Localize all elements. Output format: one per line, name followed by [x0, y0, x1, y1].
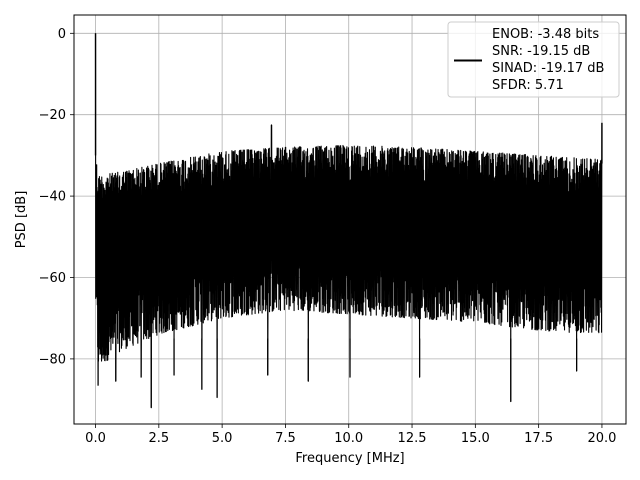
- axis-ticks: 0.0 2.5 5.0 7.5 10.0 12.5 15.0 17.5 20.0 0 −20 −40 −…: [39, 27, 617, 446]
- y-tick-label: −40: [39, 190, 66, 205]
- plot-frame: [73, 14, 627, 425]
- legend: ENOB: -3.48 bits SNR: -19.15 dB SINAD: -19…: [447, 21, 620, 98]
- x-tick-label: 5.0: [212, 431, 233, 446]
- x-tick-label: 17.5: [524, 431, 553, 446]
- y-tick-label: −80: [39, 352, 66, 367]
- y-tick-label: 0: [58, 27, 66, 42]
- x-tick-label: 20.0: [587, 431, 616, 446]
- x-axis-label: Frequency [MHz]: [295, 451, 404, 466]
- legend-box: [447, 21, 620, 98]
- legend-entry: ENOB: -3.48 bits SNR: -19.15 dB SINAD: -19…: [492, 27, 604, 93]
- x-tick-label: 10.0: [334, 431, 363, 446]
- x-tick-label: 15.0: [461, 431, 490, 446]
- y-axis-label: PSD [dB]: [14, 191, 29, 249]
- psd-series-line: [94, 33, 603, 409]
- x-tick-label: 2.5: [148, 431, 169, 446]
- x-tick-label: 0.0: [85, 431, 106, 446]
- x-tick-label: 7.5: [275, 431, 296, 446]
- x-tick-label: 12.5: [398, 431, 427, 446]
- y-tick-label: −60: [39, 271, 66, 286]
- series-layer: [94, 33, 603, 409]
- y-tick-label: −20: [39, 108, 66, 123]
